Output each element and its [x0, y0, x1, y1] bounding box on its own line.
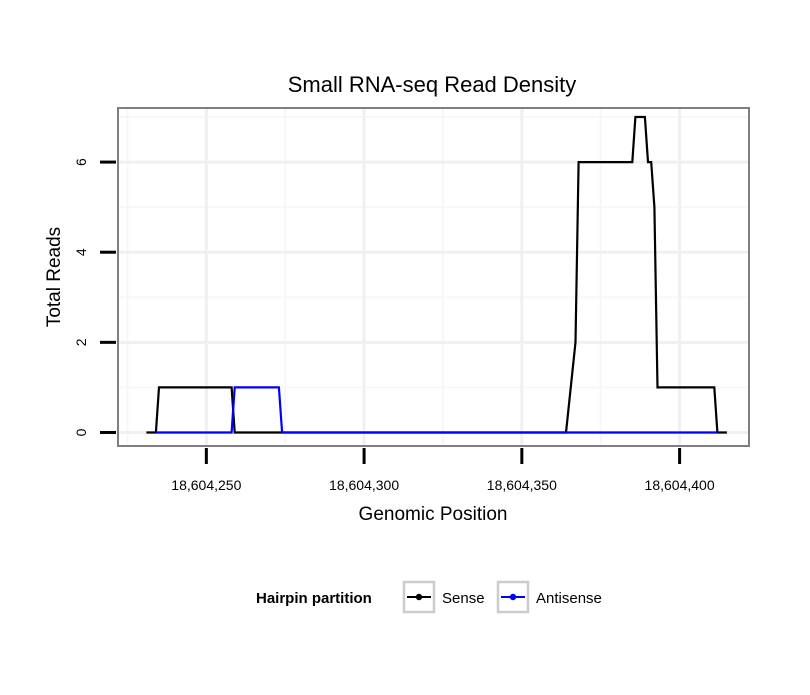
y-tick-label: 0	[73, 428, 89, 436]
x-axis-title: Genomic Position	[359, 504, 508, 525]
legend: Hairpin partition Sense Antisense	[256, 580, 602, 614]
grid-lines	[118, 108, 749, 446]
x-axis: 18,604,250 18,604,300 18,604,350 18,604,400	[171, 448, 715, 493]
plot-panel	[117, 107, 750, 447]
x-tick-label: 18,604,300	[329, 477, 399, 493]
legend-key-point	[509, 593, 517, 601]
chart-title: Small RNA-seq Read Density	[288, 72, 577, 97]
legend-items: Sense Antisense	[402, 580, 602, 614]
legend-key-box	[402, 580, 436, 614]
x-tick-label: 18,604,250	[171, 477, 241, 493]
y-tick-label: 4	[73, 248, 89, 256]
panel-border	[117, 107, 750, 447]
legend-title: Hairpin partition	[256, 590, 372, 607]
x-tick-label: 18,604,350	[487, 477, 557, 493]
x-tick-label: 18,604,400	[645, 477, 715, 493]
y-axis-title: Total Reads	[44, 227, 65, 327]
legend-label: Antisense	[536, 590, 602, 607]
panel-background	[118, 108, 749, 446]
series-line-sense	[146, 115, 727, 434]
series-lines	[146, 115, 727, 434]
series-line-antisense	[155, 386, 718, 434]
y-axis: 0 2 4 6	[73, 158, 116, 436]
legend-key-point	[415, 593, 423, 601]
y-tick-label: 2	[73, 338, 89, 346]
legend-item-sense: Sense	[402, 580, 485, 614]
legend-label: Sense	[442, 590, 485, 607]
y-tick-label: 6	[73, 158, 89, 166]
legend-item-antisense: Antisense	[496, 580, 602, 614]
